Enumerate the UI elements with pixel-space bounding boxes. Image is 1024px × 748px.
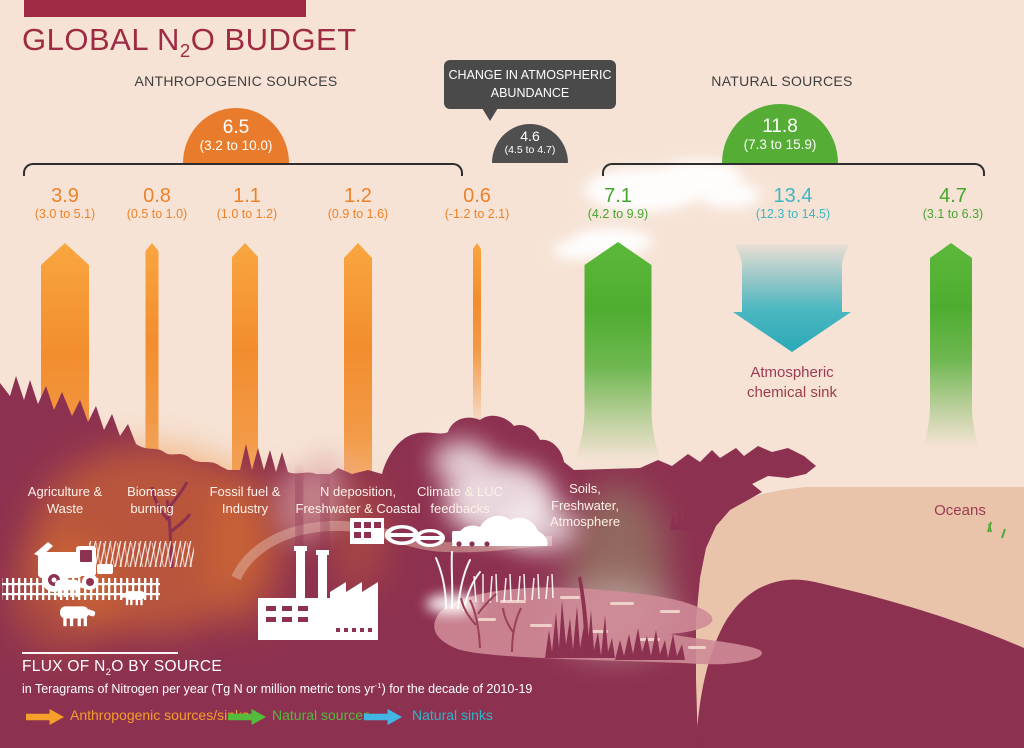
value-range: (3.0 to 5.1) bbox=[34, 207, 96, 221]
value-range: (1.0 to 1.2) bbox=[216, 207, 278, 221]
treatment-plant-icon bbox=[350, 518, 445, 547]
footer-divider bbox=[22, 652, 178, 654]
value-range: (0.5 to 1.0) bbox=[126, 207, 188, 221]
value-number: 0.8 bbox=[143, 185, 171, 207]
harvester-icon bbox=[34, 542, 113, 592]
tree-icon bbox=[150, 481, 192, 569]
flux-value-agriculture: 3.9 (3.0 to 5.1) bbox=[15, 185, 115, 222]
value-range: (-1.2 to 2.1) bbox=[444, 207, 510, 221]
page-title: GLOBAL N2O BUDGET bbox=[22, 22, 357, 62]
flux-arrow-atmospheric-sink bbox=[733, 244, 851, 352]
natural-bracket bbox=[602, 163, 985, 176]
category-label-n-deposition: N deposition, Freshwater & Coastal bbox=[295, 484, 421, 516]
value-number: 7.1 bbox=[604, 185, 632, 207]
change-in-atmospheric-abundance-badge: CHANGE IN ATMOSPHERIC ABUNDANCE bbox=[444, 60, 616, 121]
value-number: 0.6 bbox=[463, 185, 491, 207]
value-range: (4.2 to 9.9) bbox=[587, 207, 649, 221]
category-label-oceans: Oceans bbox=[934, 502, 986, 519]
anthropogenic-total-range: (3.2 to 10.0) bbox=[199, 138, 273, 153]
anthropogenic-sources-heading: ANTHROPOGENIC SOURCES bbox=[134, 73, 338, 89]
flux-arrow-soils bbox=[570, 242, 666, 470]
flux-value-fossil-fuel: 1.1 (1.0 to 1.2) bbox=[197, 185, 297, 222]
flux-by-source-title: FLUX OF N2O BY SOURCE bbox=[22, 658, 222, 679]
flux-value-n-deposition: 1.2 (0.9 to 1.6) bbox=[308, 185, 408, 222]
value-number: 3.9 bbox=[51, 185, 79, 207]
value-number: 13.4 bbox=[773, 185, 813, 207]
natural-total-value: 11.8 bbox=[762, 116, 798, 137]
flux-arrow-oceans bbox=[919, 243, 983, 456]
value-number: 4.7 bbox=[939, 185, 967, 207]
legend-label-natural-sources: Natural sources bbox=[272, 707, 371, 723]
legend-label-anthropogenic: Anthropogenic sources/sinks bbox=[70, 707, 249, 723]
change-total-range: (4.5 to 4.7) bbox=[504, 144, 556, 156]
sea-shape bbox=[690, 579, 1024, 748]
flux-value-oceans: 4.7 (3.1 to 6.3) bbox=[903, 185, 1003, 222]
factory-icon bbox=[258, 546, 378, 640]
flux-value-atmospheric-sink: 13.4 (12.3 to 14.5) bbox=[723, 185, 863, 222]
anthropogenic-total-value: 6.5 bbox=[222, 117, 250, 138]
flux-arrow-climate-luc bbox=[470, 243, 484, 437]
flux-value-biomass: 0.8 (0.5 to 1.0) bbox=[107, 185, 207, 222]
crops-icon bbox=[88, 541, 194, 567]
value-number: 1.1 bbox=[233, 185, 261, 207]
flux-value-climate-luc: 0.6 (-1.2 to 2.1) bbox=[417, 185, 537, 222]
top-accent-bar bbox=[24, 0, 306, 17]
anthropogenic-bracket bbox=[23, 163, 463, 176]
grass-tuft bbox=[670, 506, 694, 530]
pond-icon bbox=[426, 551, 762, 665]
units-subtitle: in Teragrams of Nitrogen per year (Tg N … bbox=[22, 681, 533, 697]
cloud-icon bbox=[553, 160, 760, 259]
category-label-atmospheric-sink: Atmospheric chemical sink bbox=[746, 364, 838, 401]
category-label-biomass: Biomass burning bbox=[127, 484, 177, 516]
change-total-value: 4.6 bbox=[520, 128, 540, 144]
change-total-semicircle: 4.6 (4.5 to 4.7) bbox=[492, 124, 568, 163]
natural-sources-heading: NATURAL SOURCES bbox=[711, 73, 853, 89]
legend-label-natural-sinks: Natural sinks bbox=[412, 707, 493, 723]
truck-icon bbox=[452, 515, 548, 547]
anthropogenic-total-semicircle: 6.5 (3.2 to 10.0) bbox=[183, 108, 289, 163]
value-number: 1.2 bbox=[344, 185, 372, 207]
flux-value-soils: 7.1 (4.2 to 9.9) bbox=[568, 185, 668, 222]
value-range: (12.3 to 14.5) bbox=[755, 207, 831, 221]
smoke-haze bbox=[274, 440, 578, 561]
category-label-fossil-fuel: Fossil fuel & Industry bbox=[209, 484, 281, 516]
natural-total-range: (7.3 to 15.9) bbox=[743, 137, 817, 152]
category-label-climate-luc: Climate & LUC feedbacks bbox=[417, 484, 503, 516]
category-label-soils: Soils, Freshwater, Atmosphere bbox=[549, 481, 621, 530]
category-label-agriculture: Agriculture & Waste bbox=[27, 484, 103, 516]
value-range: (3.1 to 6.3) bbox=[922, 207, 984, 221]
value-range: (0.9 to 1.6) bbox=[327, 207, 389, 221]
beach-sprigs bbox=[987, 521, 1006, 539]
